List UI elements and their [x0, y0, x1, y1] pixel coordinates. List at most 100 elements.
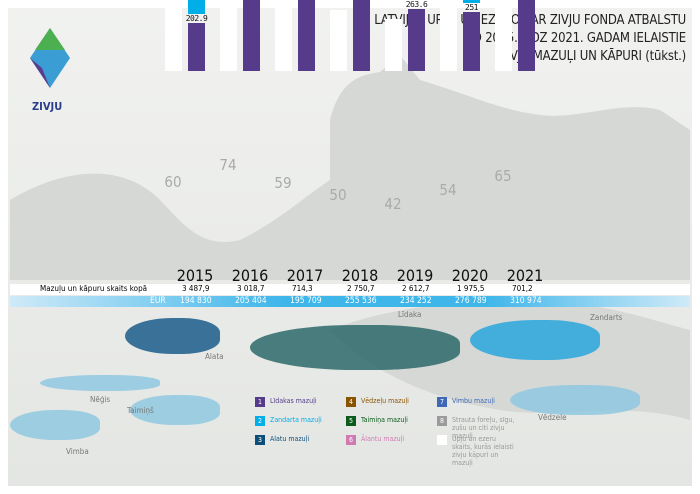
- fish-1: [250, 325, 460, 370]
- stacked-bar-chart: 60 202.9383.450414013.2 2015 74 336.2336.530…: [164, 0, 544, 285]
- legend-label: Upju un ezeru skaits, kurās ielaisti ziv…: [452, 435, 514, 467]
- eur-value: 205 404: [235, 296, 267, 306]
- logo-text: ZIVJU: [32, 100, 63, 113]
- stack-2017: 315.2280.34514.72633.1: [298, 0, 315, 71]
- total-value: 3 018,7: [237, 284, 265, 293]
- stack-2019: 263.6210.911.510: [405, 0, 428, 71]
- fish-name-label: Nēģis: [90, 395, 111, 404]
- legend-label: Vēdzeļu mazuļi: [361, 397, 409, 405]
- legend-item-zandarts: 2 Zandarta mazuļi: [255, 416, 335, 426]
- bar-segment-lidaka: [353, 0, 370, 71]
- lake-count-bar: [220, 0, 237, 71]
- eur-value: 276 789: [455, 296, 487, 306]
- year-label: 2016: [231, 266, 269, 285]
- total-value: 3 487,9: [182, 284, 210, 293]
- lake-count-bar: [330, 9, 347, 71]
- fish-name-label: Līdaka: [398, 310, 422, 319]
- title-line: ZIVJU MAZUĻI UN KĀPURI (tūkst.): [498, 49, 686, 64]
- eur-value: 310 974: [510, 296, 542, 306]
- bar-segment-lidaka: [463, 12, 480, 71]
- legend-label: Vimbu mazuļi: [452, 397, 495, 405]
- legend-label: Taimiņa mazuļi: [361, 416, 408, 424]
- fish-4: [130, 395, 220, 425]
- lake-count-label: 59: [274, 174, 292, 193]
- totals-row: Mazuļu un kāpuru skaits kopā 3 487,9 3 018…: [10, 284, 690, 295]
- total-value: 1 975,5: [457, 284, 485, 293]
- legend-swatch: 1: [255, 397, 265, 407]
- fish-2: [470, 320, 600, 360]
- legend-item-vedzele: 4 Vēdzeļu mazuļi: [346, 397, 426, 407]
- lake-count-label: 54: [439, 180, 457, 199]
- legend-item-lake: Upju un ezeru skaits, kurās ielaisti ziv…: [437, 435, 517, 467]
- lake-count-bar: [495, 0, 512, 71]
- eur-value: 195 709: [290, 296, 322, 306]
- year-label: 2021: [506, 266, 544, 285]
- legend-swatch: 7: [437, 397, 447, 407]
- lake-count-bar: [440, 4, 457, 71]
- legend-swatch: 5: [346, 416, 356, 426]
- zivju-fonds-logo: [30, 28, 70, 98]
- lake-count-bar: [165, 0, 182, 71]
- fish-name-label: Zandarts: [590, 313, 623, 322]
- segment-value-label: 202.9: [185, 14, 208, 24]
- eur-value: 194 830: [180, 296, 212, 306]
- lake-count-label: 65: [494, 167, 512, 186]
- fish-name-label: Vēdzele: [538, 413, 567, 422]
- legend-item-alats: 3 Alatu mazuļi: [255, 435, 335, 445]
- legend-swatch: [437, 435, 447, 445]
- legend-label: Strauta foreļu, sīgu, zušu un citi zivju…: [452, 416, 515, 440]
- legend-swatch: 3: [255, 435, 265, 445]
- bar-segment-lidaka: [518, 0, 535, 71]
- eur-value: 234 252: [400, 296, 432, 306]
- fish-name-label: Taimiņš: [127, 406, 154, 415]
- segment-value-label: 251: [465, 3, 478, 13]
- eur-value: 255 536: [345, 296, 377, 306]
- year-label: 2015: [176, 266, 214, 285]
- stack-2021: 365.9322.99.33: [518, 0, 535, 71]
- lake-count-label: 42: [384, 195, 402, 214]
- eur-label: EUR: [150, 296, 166, 306]
- lake-count-bar: [275, 0, 292, 71]
- total-value: 714,3: [292, 284, 313, 293]
- legend-item-lidaka: 1 Līdakas mazuļi: [255, 397, 335, 407]
- legend-item-other: 8 Strauta foreļu, sīgu, zušu un citi zivj…: [437, 416, 517, 440]
- legend-label: Alatu mazuļi: [270, 435, 310, 443]
- lake-count-bar: [385, 19, 402, 71]
- totals-label: Mazuļu un kāpuru skaits kopā: [40, 284, 148, 293]
- fish-5: [10, 410, 100, 440]
- segment-value-label: 263.6: [405, 0, 428, 10]
- legend-swatch: 4: [346, 397, 356, 407]
- lake-count-label: 74: [219, 155, 237, 174]
- legend-label: Ālantu mazuļi: [361, 435, 405, 443]
- legend-item-taimins: 5 Taimiņa mazuļi: [346, 416, 426, 426]
- fish-0: [125, 318, 220, 354]
- bar-segment-zandarts: [463, 0, 480, 4]
- fish-name-label: Vimba: [66, 447, 89, 456]
- total-value: 2 612,7: [402, 284, 430, 293]
- bar-segment-lidaka: [188, 23, 205, 71]
- fish-6: [510, 385, 640, 415]
- stack-2015: 202.9383.450414013.2: [185, 0, 208, 71]
- eur-row: EUR 194 830 205 404 195 709 255 536 234 252 27…: [10, 296, 690, 307]
- bar-segment-lidaka: [243, 0, 260, 71]
- legend-item-vimba: 7 Vimbu mazuļi: [437, 397, 517, 407]
- legend-swatch: 2: [255, 416, 265, 426]
- bar-segment-lidaka: [408, 9, 425, 71]
- fish-3: [40, 375, 160, 391]
- bar-segment-zandarts: [188, 0, 205, 15]
- fish-name-label: Alata: [205, 352, 224, 361]
- year-label: 2017: [286, 266, 324, 285]
- year-label: 2018: [341, 266, 379, 285]
- year-label: 2020: [451, 266, 489, 285]
- lake-count-label: 50: [329, 185, 347, 204]
- stack-2016: 336.2336.530610: [243, 0, 260, 71]
- total-value: 701,2: [512, 284, 533, 293]
- lake-count-label: 60: [164, 173, 182, 192]
- legend-swatch: 6: [346, 435, 356, 445]
- year-label: 2019: [396, 266, 434, 285]
- stack-2020: 25145123.3: [463, 0, 480, 71]
- legend-swatch: 8: [437, 416, 447, 426]
- bar-segment-lidaka: [298, 0, 315, 71]
- stack-2018: 372.3332.624.821: [353, 0, 370, 71]
